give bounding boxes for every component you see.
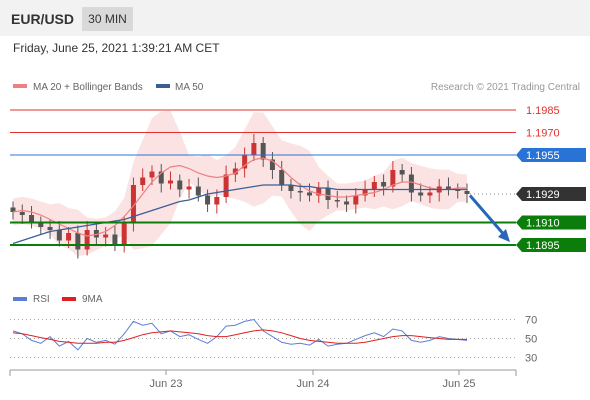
candle [205, 195, 211, 205]
candle [29, 215, 35, 223]
candle [232, 168, 238, 175]
watermark: Research © 2021 Trading Central [431, 82, 580, 93]
rsi-tick-label: 70 [525, 315, 537, 327]
candle [353, 195, 359, 205]
rsi-legend-swatch [13, 297, 27, 301]
level-label-1.1985: 1.1985 [526, 105, 560, 117]
level-label-1.1929: 1.1929 [526, 189, 560, 201]
candle [130, 185, 136, 223]
candle [38, 222, 44, 227]
candle [168, 180, 174, 184]
candle [10, 207, 16, 212]
ma50-line [12, 184, 467, 245]
ma20-line [12, 157, 467, 237]
main-plot [10, 110, 470, 259]
level-tag-1.1955 [516, 148, 586, 162]
candle [344, 201, 350, 205]
candle [214, 197, 220, 205]
candle [445, 186, 451, 190]
price-levels: 1.1985 1.1970 1.1955 1.1929 1.1910 1.1895 [10, 105, 586, 252]
x-tick-label: Jun 25 [442, 378, 475, 390]
candle [177, 180, 183, 190]
candle [399, 170, 405, 175]
timestamp: Friday, June 25, 2021 1:39:21 AM CET [13, 41, 220, 55]
rsi-tick-label: 50 [525, 334, 537, 346]
candle [279, 170, 285, 185]
forecast-arrow-shaft [468, 194, 508, 238]
candle [427, 192, 433, 196]
rsi-tick-label: 30 [525, 353, 537, 365]
candle [251, 143, 257, 155]
level-tag-1.1910 [516, 215, 586, 230]
rsi-line [12, 318, 468, 351]
symbol-title: EUR/USD [11, 11, 75, 27]
ma9-legend-swatch [62, 297, 76, 301]
candle [186, 186, 192, 190]
candle [260, 143, 266, 160]
candle [19, 212, 25, 215]
candle [288, 185, 294, 191]
candle [381, 182, 387, 187]
candle [408, 174, 414, 193]
candle [223, 174, 229, 197]
ma9-legend-label: 9MA [82, 294, 103, 305]
level-label-1.1910: 1.1910 [526, 218, 560, 230]
candle [75, 233, 81, 250]
candle [390, 170, 396, 187]
candle [269, 159, 275, 170]
bollinger-band [13, 110, 467, 257]
level-label-1.1895: 1.1895 [526, 240, 560, 252]
candle [242, 155, 248, 169]
rsi-ma-line [12, 329, 467, 344]
ma50-legend-swatch [156, 84, 170, 88]
candle [362, 189, 368, 196]
x-axis-labels: Jun 23 Jun 24 Jun 25 [149, 370, 476, 390]
ma20-legend-label: MA 20 + Bollinger Bands [33, 82, 143, 93]
level-label-1.1970: 1.1970 [526, 128, 560, 140]
candle [371, 182, 377, 190]
candle [112, 234, 118, 245]
level-tag-1.1895 [516, 238, 586, 252]
candle [316, 188, 322, 196]
level-label-1.1955: 1.1955 [526, 150, 560, 162]
chart-header: EUR/USD 30 MIN [0, 0, 590, 36]
forecast-arrow-head [498, 229, 510, 242]
candle [455, 189, 461, 191]
candle [334, 200, 340, 202]
candle [158, 171, 164, 184]
candle [103, 234, 109, 238]
candle [195, 186, 201, 196]
x-tick-label: Jun 23 [149, 378, 182, 390]
interval-button[interactable]: 30 MIN [82, 7, 133, 31]
candle [47, 227, 53, 230]
level-tag-1.1929 [516, 187, 586, 201]
ma20-legend-swatch [13, 84, 27, 88]
candle [66, 233, 72, 241]
candle [149, 171, 155, 178]
rsi-panel: 70 50 30 [10, 315, 537, 365]
x-tick-label: Jun 24 [296, 378, 329, 390]
candle [84, 230, 90, 250]
candle [464, 191, 470, 194]
candle [418, 192, 424, 196]
ma50-legend-label: MA 50 [175, 82, 204, 93]
candle [56, 230, 62, 241]
candle [325, 188, 331, 200]
candle [93, 230, 99, 238]
candle [306, 192, 312, 196]
candle [140, 177, 146, 185]
candle [297, 191, 303, 193]
rsi-legend-label: RSI [33, 294, 50, 305]
candle [121, 222, 127, 245]
